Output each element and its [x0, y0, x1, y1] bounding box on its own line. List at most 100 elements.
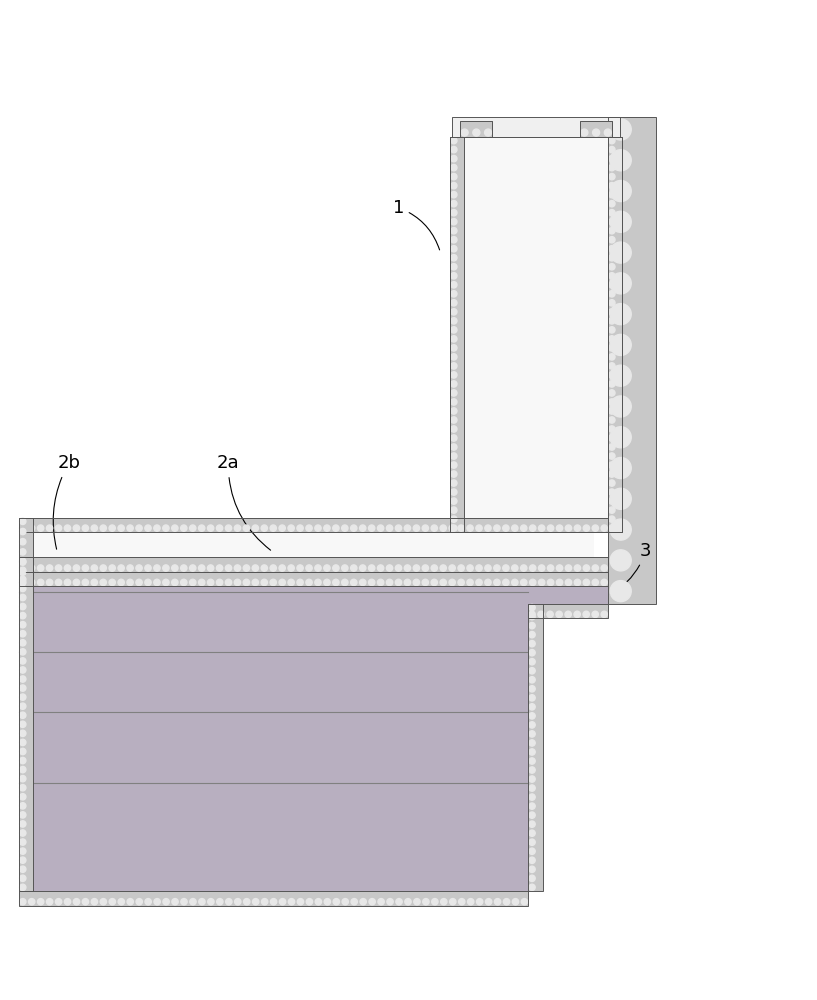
Bar	[19, 518, 33, 586]
Circle shape	[234, 899, 241, 905]
Circle shape	[29, 899, 35, 905]
Circle shape	[609, 471, 615, 477]
Circle shape	[181, 579, 187, 586]
Circle shape	[350, 565, 357, 571]
Circle shape	[20, 603, 26, 610]
Circle shape	[422, 579, 428, 586]
Circle shape	[270, 525, 276, 531]
Circle shape	[225, 565, 232, 571]
Circle shape	[485, 899, 492, 905]
Circle shape	[288, 565, 294, 571]
Circle shape	[360, 899, 366, 905]
Circle shape	[529, 785, 535, 791]
Circle shape	[324, 579, 330, 586]
Circle shape	[609, 201, 615, 207]
Circle shape	[440, 525, 446, 531]
Circle shape	[38, 525, 44, 531]
Circle shape	[583, 565, 590, 571]
Circle shape	[458, 899, 465, 905]
Circle shape	[163, 565, 169, 571]
Circle shape	[609, 237, 615, 243]
Circle shape	[20, 649, 26, 655]
Circle shape	[368, 579, 375, 586]
Circle shape	[529, 565, 536, 571]
Circle shape	[181, 525, 187, 531]
Circle shape	[377, 565, 384, 571]
Circle shape	[20, 528, 26, 535]
Circle shape	[136, 565, 142, 571]
Circle shape	[20, 565, 26, 571]
Circle shape	[234, 579, 241, 586]
Circle shape	[529, 713, 535, 719]
Circle shape	[20, 685, 26, 691]
Circle shape	[451, 237, 457, 243]
Circle shape	[359, 579, 366, 586]
Circle shape	[413, 565, 420, 571]
Circle shape	[529, 758, 535, 764]
Circle shape	[261, 579, 267, 586]
Circle shape	[529, 830, 535, 836]
Circle shape	[547, 525, 554, 531]
Circle shape	[154, 525, 160, 531]
Circle shape	[127, 579, 133, 586]
Circle shape	[20, 785, 26, 791]
Circle shape	[609, 489, 615, 495]
Circle shape	[451, 273, 457, 279]
Circle shape	[100, 579, 106, 586]
Circle shape	[38, 899, 44, 905]
Circle shape	[529, 722, 535, 728]
Circle shape	[609, 417, 615, 423]
Circle shape	[609, 291, 615, 297]
Circle shape	[431, 579, 437, 586]
Circle shape	[451, 291, 457, 297]
Circle shape	[279, 899, 286, 905]
Circle shape	[511, 525, 518, 531]
Circle shape	[163, 899, 169, 905]
Circle shape	[520, 579, 527, 586]
Circle shape	[333, 525, 339, 531]
Circle shape	[451, 300, 457, 306]
Circle shape	[29, 525, 35, 531]
Circle shape	[252, 899, 259, 905]
Circle shape	[609, 408, 615, 414]
Circle shape	[20, 830, 26, 836]
Circle shape	[422, 899, 429, 905]
Circle shape	[404, 525, 411, 531]
Circle shape	[529, 767, 535, 773]
Circle shape	[172, 899, 178, 905]
Circle shape	[451, 453, 457, 459]
Circle shape	[574, 611, 580, 618]
Circle shape	[65, 899, 71, 905]
Circle shape	[451, 164, 457, 171]
Circle shape	[451, 318, 457, 324]
Bar	[608, 137, 623, 532]
Circle shape	[404, 579, 411, 586]
Circle shape	[243, 565, 249, 571]
Circle shape	[565, 565, 572, 571]
Circle shape	[100, 899, 106, 905]
Circle shape	[451, 417, 457, 423]
Circle shape	[387, 899, 393, 905]
Circle shape	[20, 721, 26, 727]
Circle shape	[154, 899, 160, 905]
Circle shape	[583, 525, 590, 531]
Circle shape	[359, 525, 366, 531]
Circle shape	[217, 579, 223, 586]
Circle shape	[413, 579, 420, 586]
Circle shape	[476, 899, 483, 905]
Circle shape	[47, 565, 53, 571]
Circle shape	[396, 899, 402, 905]
Bar	[19, 572, 608, 586]
Circle shape	[451, 363, 457, 369]
Bar	[461, 121, 493, 137]
Circle shape	[172, 525, 178, 531]
Circle shape	[243, 579, 249, 586]
Circle shape	[145, 579, 151, 586]
Circle shape	[609, 228, 615, 234]
Circle shape	[451, 498, 457, 504]
Circle shape	[38, 565, 44, 571]
Circle shape	[109, 899, 115, 905]
Bar	[19, 891, 529, 906]
Circle shape	[56, 579, 62, 586]
Text: 3: 3	[610, 542, 651, 594]
